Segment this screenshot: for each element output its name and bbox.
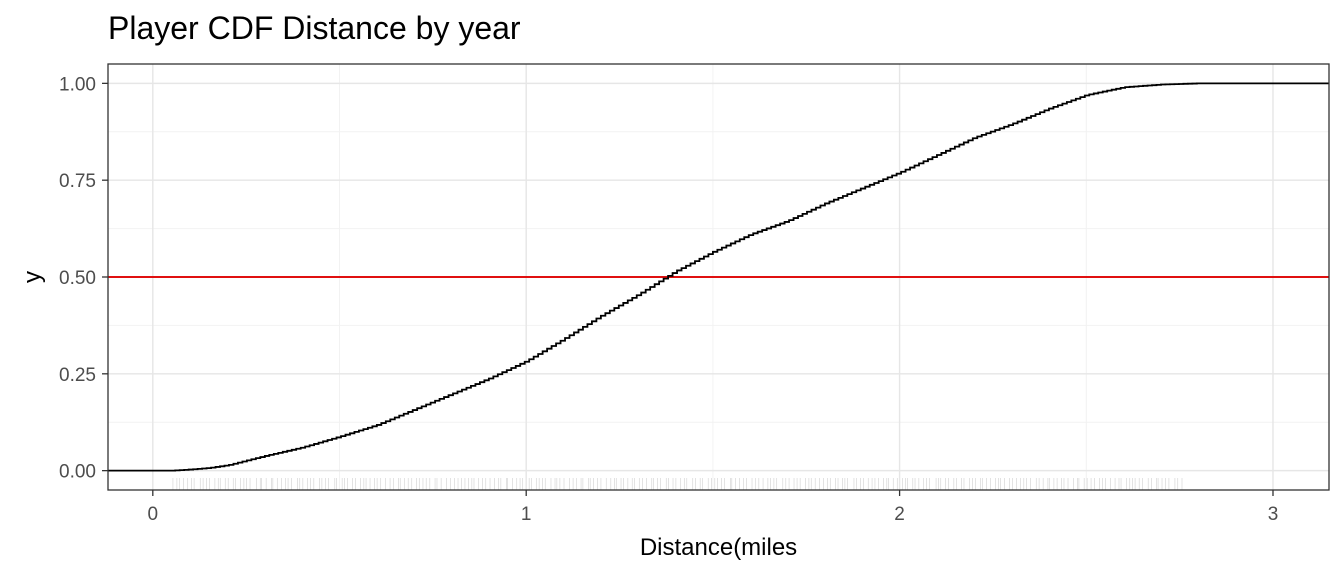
rug-marks [172, 478, 1183, 490]
y-tick-label: 0.25 [59, 365, 96, 386]
y-tick-label: 0.50 [59, 268, 96, 289]
x-axis-ticks: 0 1 2 3 [148, 490, 1279, 525]
y-tick-label: 1.00 [59, 74, 96, 95]
x-tick-label: 2 [894, 504, 905, 525]
y-tick-label: 0.00 [59, 462, 96, 483]
cdf-step-line [108, 82, 1329, 472]
x-tick-label: 1 [521, 504, 532, 525]
y-axis-title: y [19, 271, 46, 283]
y-tick-label: 0.75 [59, 171, 96, 192]
x-tick-label: 0 [148, 504, 159, 525]
x-tick-label: 3 [1268, 504, 1279, 525]
chart-title: Player CDF Distance by year [108, 10, 521, 46]
x-axis-title: Distance(miles [640, 534, 797, 561]
y-axis-ticks: 0.00 0.25 0.50 0.75 1.00 [59, 74, 108, 483]
